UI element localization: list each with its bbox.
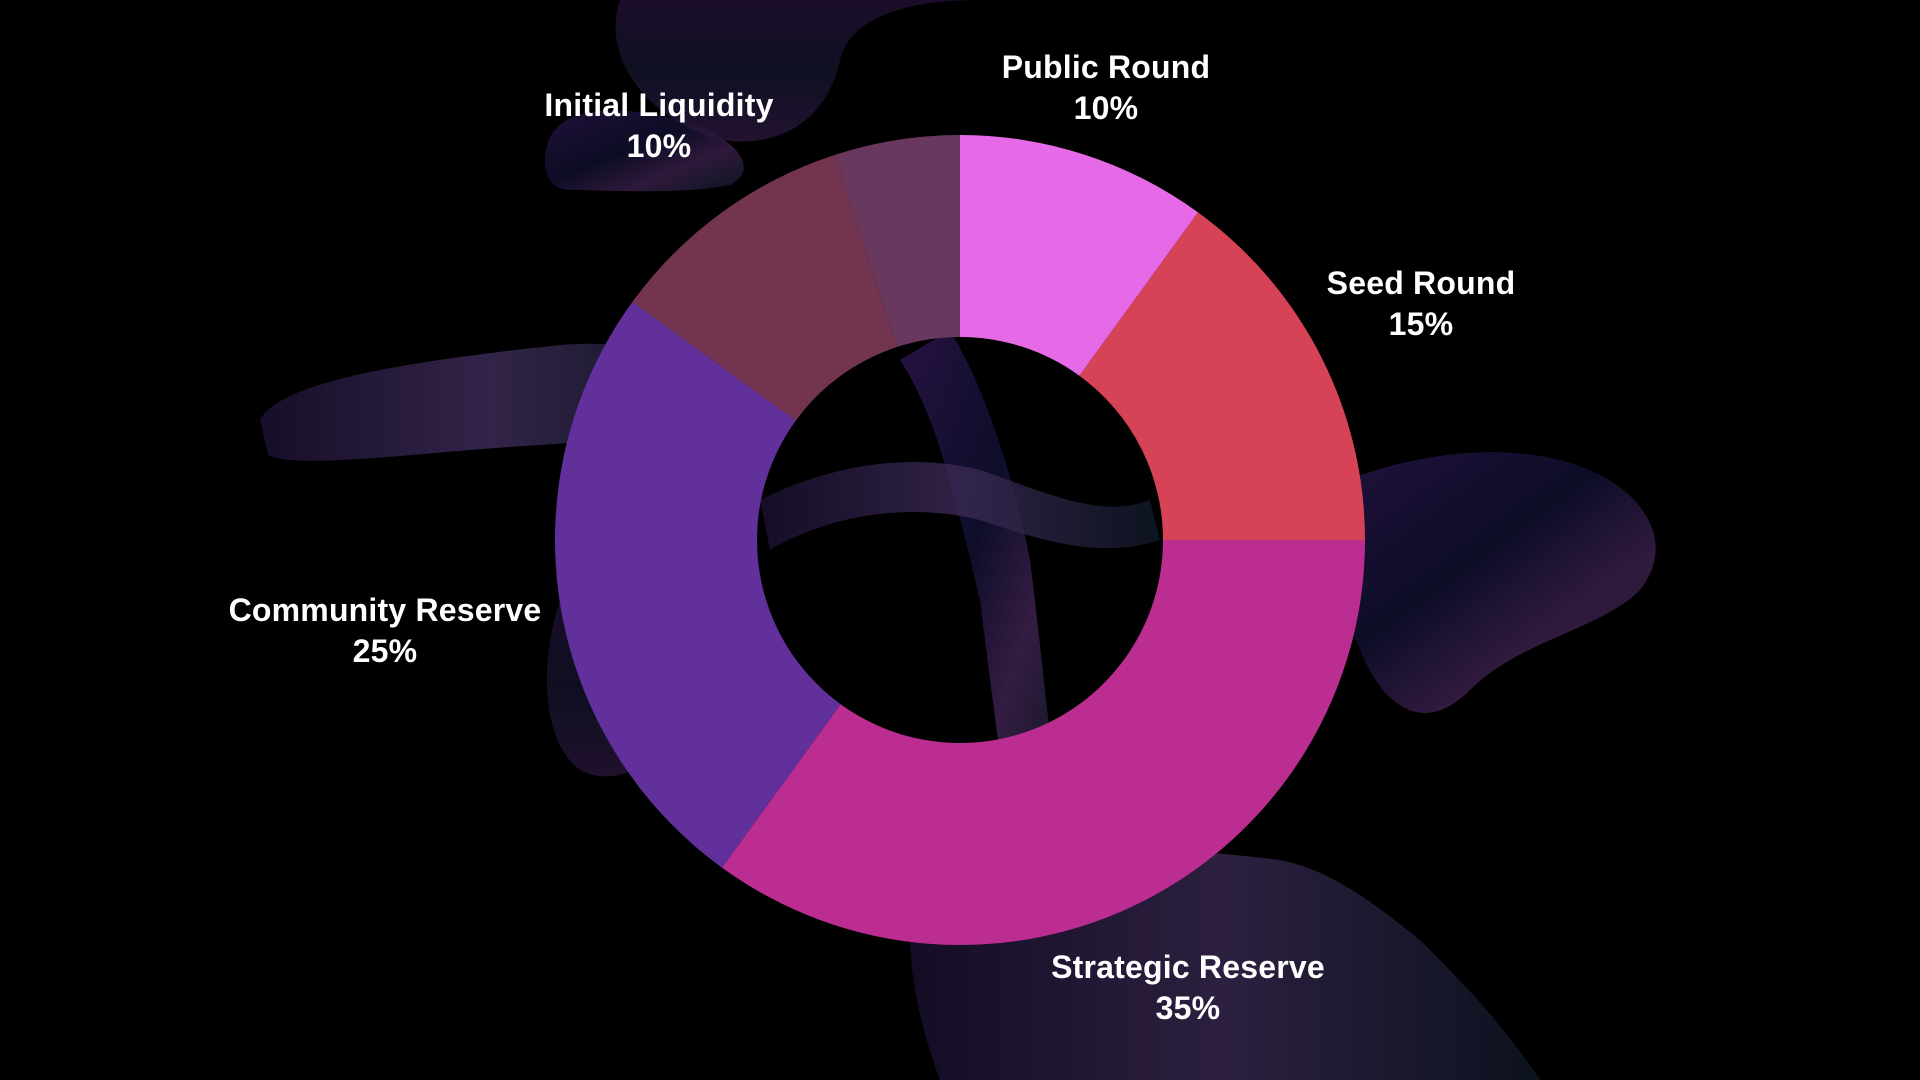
donut-slice-initial-liquidity (632, 154, 898, 421)
slice-label-strategic-reserve: Strategic Reserve 35% (1051, 947, 1325, 1029)
slice-percent: 25% (352, 633, 418, 669)
slice-label-initial-liquidity: Initial Liquidity 10% (544, 85, 773, 167)
slice-percent: 15% (1388, 306, 1454, 342)
donut-slice-unlabeled (834, 135, 960, 347)
slice-percent: 35% (1155, 990, 1221, 1026)
donut-slice-public-round (960, 135, 1199, 376)
slice-name: Community Reserve (228, 592, 542, 628)
slice-label-public-round: Public Round 10% (1002, 47, 1211, 129)
slice-label-seed-round: Seed Round 15% (1327, 263, 1516, 345)
donut-slice-community-reserve (555, 301, 841, 868)
donut-slice-strategic-reserve (721, 540, 1365, 946)
slice-name: Seed Round (1326, 265, 1516, 301)
slice-label-community-reserve: Community Reserve 25% (229, 590, 542, 672)
donut-slice-seed-round (1079, 212, 1365, 540)
slice-name: Strategic Reserve (1051, 949, 1325, 985)
slice-name: Public Round (1001, 49, 1211, 85)
slice-percent: 10% (626, 128, 692, 164)
slice-name: Initial Liquidity (544, 87, 774, 123)
slice-percent: 10% (1073, 90, 1139, 126)
